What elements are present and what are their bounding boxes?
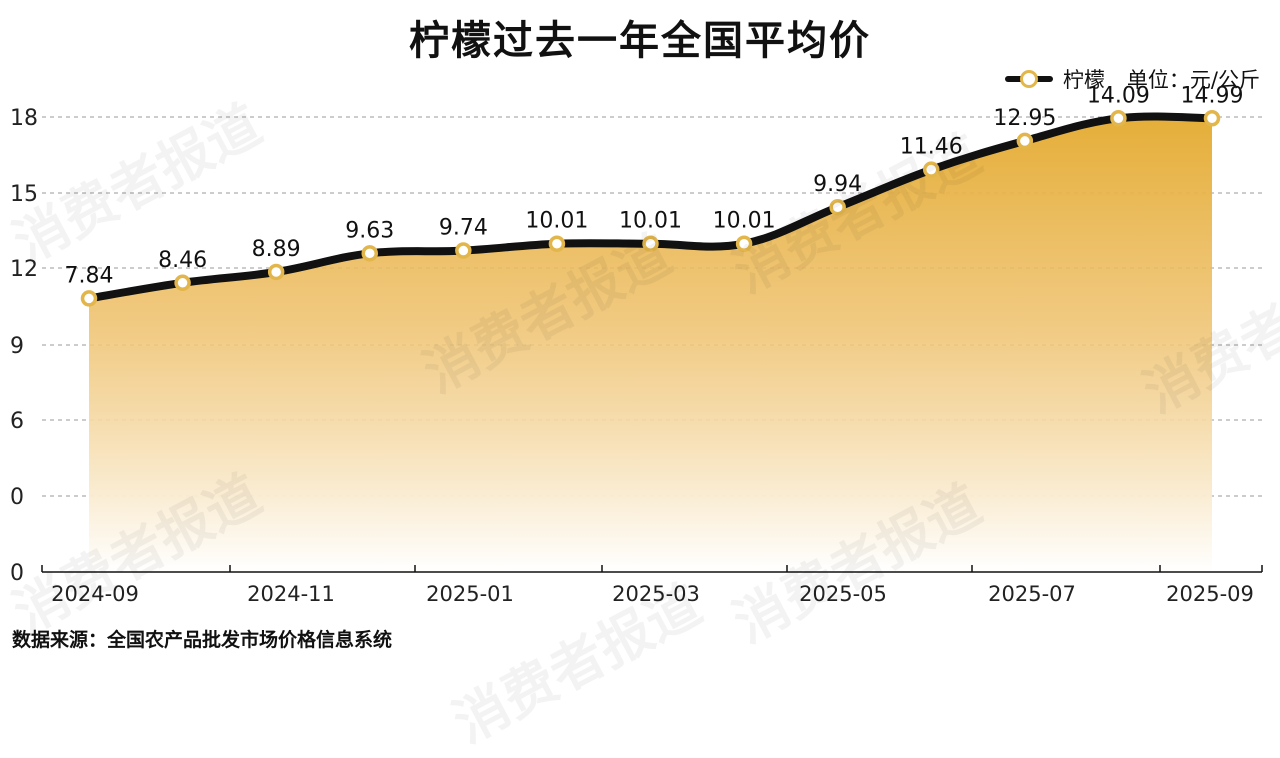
x-tick-label: 2024-11	[247, 582, 335, 606]
data-label: 9.74	[439, 216, 488, 241]
legend-line-marker-icon	[1004, 64, 1053, 94]
data-point	[455, 242, 472, 259]
data-label: 8.46	[158, 248, 207, 273]
x-tick-label: 2025-09	[1166, 582, 1254, 606]
data-label: 7.84	[65, 263, 114, 288]
data-point	[80, 290, 98, 307]
data-point	[1016, 132, 1034, 150]
source-note: 数据来源：全国农产品批发市场价格信息系统	[12, 629, 393, 651]
y-tick-label: 15	[10, 182, 38, 207]
unit-label: 单位：元/公斤	[1126, 68, 1260, 92]
data-point	[548, 235, 566, 252]
y-tick-label: 9	[10, 334, 24, 359]
x-tick-label: 2025-03	[612, 582, 700, 606]
data-point	[642, 235, 659, 252]
data-point	[1203, 110, 1221, 127]
y-tick-label: 0	[10, 561, 24, 586]
data-label: 9.63	[345, 218, 394, 243]
data-point	[735, 235, 753, 252]
data-label: 9.94	[813, 172, 862, 197]
data-label: 10.01	[713, 209, 776, 234]
data-label: 11.46	[900, 135, 963, 160]
x-tick-label: 2025-05	[799, 582, 887, 606]
series-area-fill	[89, 116, 1212, 572]
x-tick-label: 2024-09	[51, 582, 139, 606]
data-point	[829, 198, 846, 216]
chart-title: 柠檬过去一年全国平均价	[409, 18, 871, 64]
y-tick-label: 6	[10, 409, 24, 434]
data-point	[361, 245, 378, 262]
y-tick-label: 0	[10, 485, 24, 510]
data-label: 14.09	[1087, 83, 1150, 108]
y-tick-label: 12	[10, 257, 38, 282]
y-tick-label: 18	[10, 106, 38, 131]
data-point	[923, 161, 940, 178]
data-point	[174, 274, 191, 292]
data-label: 12.95	[993, 106, 1056, 131]
data-point	[1110, 110, 1127, 127]
legend-series-label: 柠檬	[1062, 68, 1105, 92]
data-label: 10.01	[525, 209, 588, 234]
line-area-chart: 18 15 12 9 6 0 0 7.84 8.46 8.89 9.63 9.74 10.01 10.0…	[10, 83, 1263, 606]
x-tick-label: 2025-01	[426, 582, 514, 606]
legend: 柠檬 单位：元/公斤	[1004, 64, 1260, 94]
data-point	[267, 263, 285, 281]
data-label: 14.99	[1181, 83, 1244, 108]
data-label: 8.89	[252, 237, 301, 262]
x-tick-label: 2025-07	[988, 582, 1076, 606]
data-label: 10.01	[619, 209, 682, 234]
